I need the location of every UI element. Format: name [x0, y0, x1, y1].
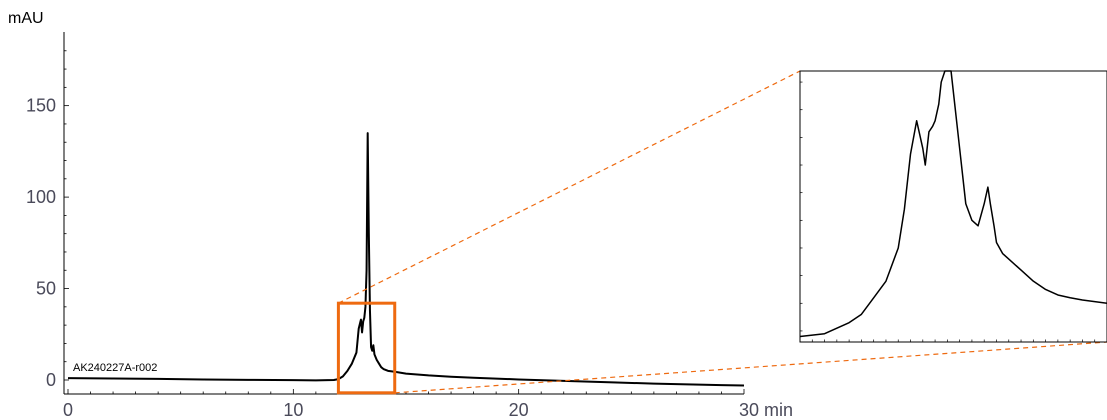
zoom-region-highlight: [336, 301, 397, 395]
inset-ticks: [799, 81, 1107, 342]
y-axis-title: mAU: [8, 10, 44, 27]
y-tick-label-50: 50: [36, 279, 56, 299]
chromatogram-trace: [67, 132, 745, 387]
zoom-connector-top: [338, 70, 801, 304]
inset-frame: [799, 70, 1107, 343]
x-tick-label-20: 20: [509, 400, 529, 420]
y-tick-label-100: 100: [26, 187, 56, 207]
x-tick-label-30: 30 min: [739, 400, 793, 420]
inset-zoomed-trace: [799, 70, 1107, 338]
x-tick-label-0: 0: [63, 400, 73, 420]
minor-ticks: [64, 50, 745, 394]
y-tick-label-150: 150: [26, 96, 56, 116]
x-tick-label-10: 10: [283, 400, 303, 420]
trace-label: AK240227A-r002: [73, 362, 157, 374]
y-tick-label-0: 0: [46, 370, 56, 390]
zoom-connector-bottom: [394, 341, 1107, 394]
